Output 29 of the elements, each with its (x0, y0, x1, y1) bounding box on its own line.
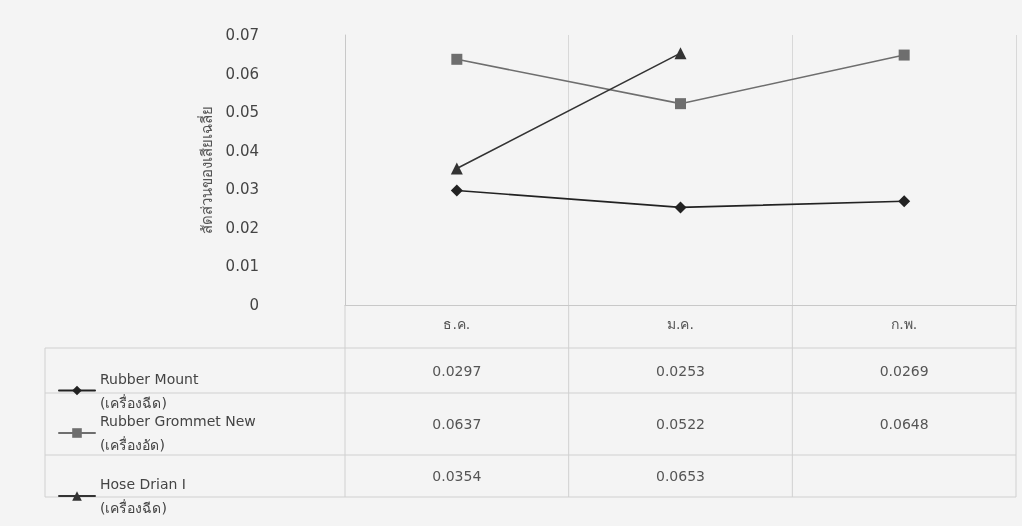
data-label: 0.0269 (879, 362, 929, 379)
data-label: 0.0653 (656, 468, 705, 484)
x-tick-label: ก.พ. (891, 316, 918, 332)
y-tick-label: 0.06 (225, 64, 259, 83)
x-tick-label: ธ.ค. (443, 316, 471, 332)
data-label: 0.0253 (656, 362, 705, 379)
y-tick-label: 0.01 (225, 257, 259, 276)
data-label: 0.0648 (879, 416, 929, 432)
y-tick-label: 0.05 (225, 103, 259, 122)
data-label: 0.0354 (432, 468, 482, 484)
y-tick-label: 0.04 (225, 141, 259, 160)
legend-label: Rubber Mount (เครื่องฉีด) (100, 370, 203, 411)
legend-label: Rubber Grommet New (เครื่องอัด) (100, 413, 261, 453)
point (674, 201, 687, 214)
point (450, 184, 463, 197)
y-tick-label: 0 (249, 296, 259, 314)
data-label: 0.0522 (656, 416, 705, 432)
data-label: 0.0297 (432, 362, 482, 379)
point (675, 98, 686, 110)
point (898, 195, 911, 208)
y-tick-label: 0.02 (225, 218, 259, 237)
point (898, 49, 910, 61)
y-axis-title: สัดส่วนของเสียเฉลี่ย (196, 106, 217, 234)
y-tick-label: 0.07 (225, 26, 259, 44)
x-tick-label: ม.ค. (667, 316, 694, 332)
data-label: 0.0637 (432, 416, 482, 432)
y-tick-label: 0.03 (225, 180, 259, 199)
legend-label: Hose Drian I (เครื่องฉีด) (100, 476, 191, 516)
point (451, 53, 463, 65)
